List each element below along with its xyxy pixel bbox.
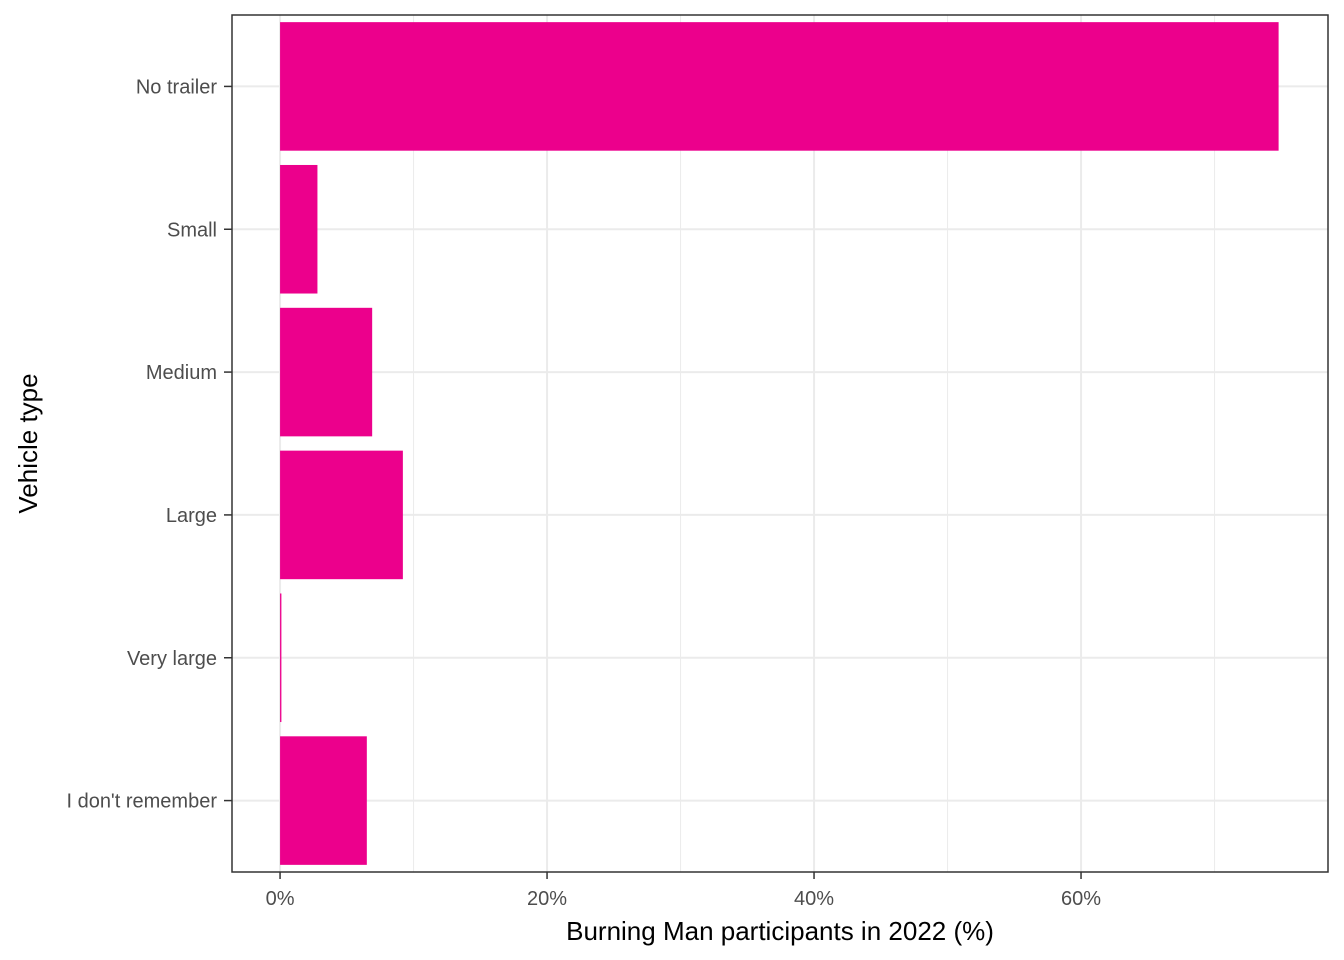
major-gridlines bbox=[232, 15, 1328, 872]
y-tick-label: I don't remember bbox=[66, 791, 217, 813]
plot-panel-border bbox=[231, 14, 1329, 873]
bar-large bbox=[280, 450, 403, 580]
bar-i-don-t-remember bbox=[280, 736, 367, 865]
bar-no-trailer bbox=[280, 22, 1279, 151]
x-tick-label: 60% bbox=[1061, 888, 1101, 910]
x-axis: 0% 20% 40% 60% bbox=[266, 872, 1101, 910]
bar-very-large bbox=[280, 593, 282, 723]
bars bbox=[280, 22, 1279, 865]
y-axis-title: Vehicle type bbox=[13, 373, 43, 513]
y-tick-label: Very large bbox=[127, 648, 217, 670]
bar-small bbox=[280, 164, 318, 294]
x-axis-title: Burning Man participants in 2022 (%) bbox=[566, 916, 994, 946]
bar-medium bbox=[280, 307, 373, 437]
minor-gridlines bbox=[413, 15, 1216, 872]
x-tick-label: 20% bbox=[527, 888, 567, 910]
x-tick-label: 40% bbox=[794, 888, 834, 910]
y-tick-label: Small bbox=[167, 219, 217, 241]
y-tick-label: Large bbox=[166, 505, 217, 527]
y-tick-label: No trailer bbox=[136, 76, 217, 98]
y-tick-label: Medium bbox=[146, 362, 217, 384]
y-axis: No trailer Small Medium Large Very large I do… bbox=[66, 76, 232, 813]
x-tick-label: 0% bbox=[266, 888, 295, 910]
